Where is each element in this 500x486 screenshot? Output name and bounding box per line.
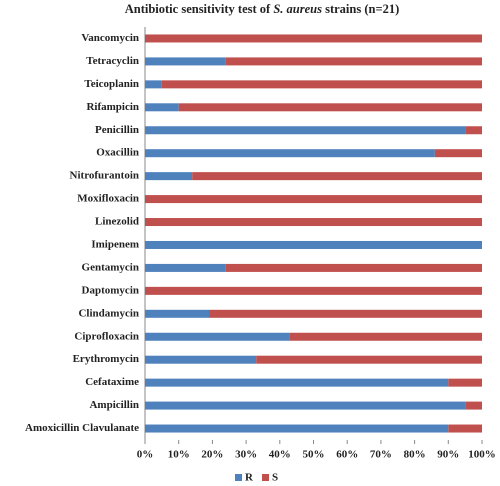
- bar-segment: [145, 126, 466, 135]
- y-tick-label: Clindamycin: [78, 307, 139, 319]
- x-tick-label: 70%: [370, 449, 392, 461]
- bar-segment: [161, 80, 482, 89]
- x-tick-label: 80%: [404, 449, 426, 461]
- bar-segment: [209, 309, 482, 318]
- legend-label: S: [272, 472, 278, 484]
- x-tick-label: 100%: [468, 449, 496, 461]
- bar-segment: [145, 103, 179, 112]
- bar-segment: [225, 263, 482, 272]
- y-tick-label: Linezolid: [95, 216, 139, 228]
- bar-segment: [465, 401, 482, 410]
- bar-segment: [145, 195, 482, 204]
- title-part: Antibiotic sensitivity test of: [125, 2, 274, 16]
- x-tick-label: 10%: [168, 449, 190, 461]
- bar-segment: [145, 378, 449, 387]
- title-part: strains (n=21): [322, 2, 399, 16]
- x-tick-label: 50%: [303, 449, 325, 461]
- bar-segment: [145, 424, 449, 433]
- y-tick-label: Vancomycin: [81, 32, 139, 44]
- y-tick-label: Erythromycin: [73, 353, 139, 365]
- bar-segment: [145, 401, 466, 410]
- legend-swatch: [235, 474, 242, 481]
- x-tick-label: 0%: [137, 449, 154, 461]
- legend-swatch: [262, 474, 269, 481]
- y-tick-label: Amoxicillin Clavulanate: [25, 422, 139, 434]
- bar-segment: [145, 240, 482, 249]
- bar-segment: [145, 218, 482, 227]
- y-tick-label: Cefataxime: [85, 376, 139, 388]
- bar-segment: [192, 172, 482, 181]
- legend-label: R: [245, 472, 254, 484]
- bar-segment: [145, 286, 482, 295]
- x-tick-label: 90%: [437, 449, 459, 461]
- bar-segment: [225, 57, 482, 66]
- y-tick-label: Daptomycin: [82, 284, 139, 296]
- y-tick-label: Gentamycin: [82, 261, 139, 273]
- bar-segment: [145, 57, 226, 66]
- bar-segment: [448, 378, 482, 387]
- y-tick-label: Nitrofurantoin: [70, 170, 139, 182]
- x-tick-label: 60%: [336, 449, 358, 461]
- y-tick-label: Penicillin: [95, 124, 139, 136]
- bar-segment: [465, 126, 482, 135]
- y-tick-label: Imipenem: [91, 239, 139, 251]
- x-tick-label: 20%: [201, 449, 223, 461]
- bar-segment: [145, 34, 482, 43]
- x-tick-label: 30%: [235, 449, 257, 461]
- bar-segment: [145, 263, 226, 272]
- y-tick-label: Rifampicin: [86, 101, 139, 113]
- chart-title: Antibiotic sensitivity test of S. aureus…: [125, 2, 400, 16]
- x-tick-label: 40%: [269, 449, 291, 461]
- bar-segment: [145, 149, 435, 158]
- bar-segment: [145, 80, 162, 89]
- title-part: S. aureus: [273, 2, 322, 16]
- bar-segment: [289, 332, 482, 341]
- y-tick-label: Teicoplanin: [84, 78, 139, 90]
- bar-segment: [448, 424, 482, 433]
- y-tick-label: Ampicillin: [89, 399, 139, 411]
- bar-segment: [145, 309, 210, 318]
- bar-segment: [145, 172, 193, 181]
- y-tick-label: Ciprofloxacin: [74, 330, 139, 342]
- y-tick-label: Moxifloxacin: [77, 193, 139, 205]
- y-tick-label: Tetracyclin: [86, 55, 139, 67]
- bar-segment: [145, 332, 290, 341]
- y-tick-label: Oxacillin: [96, 147, 139, 159]
- bar-segment: [145, 355, 257, 364]
- bar-segment: [178, 103, 482, 112]
- bar-segment: [434, 149, 482, 158]
- bar-segment: [256, 355, 482, 364]
